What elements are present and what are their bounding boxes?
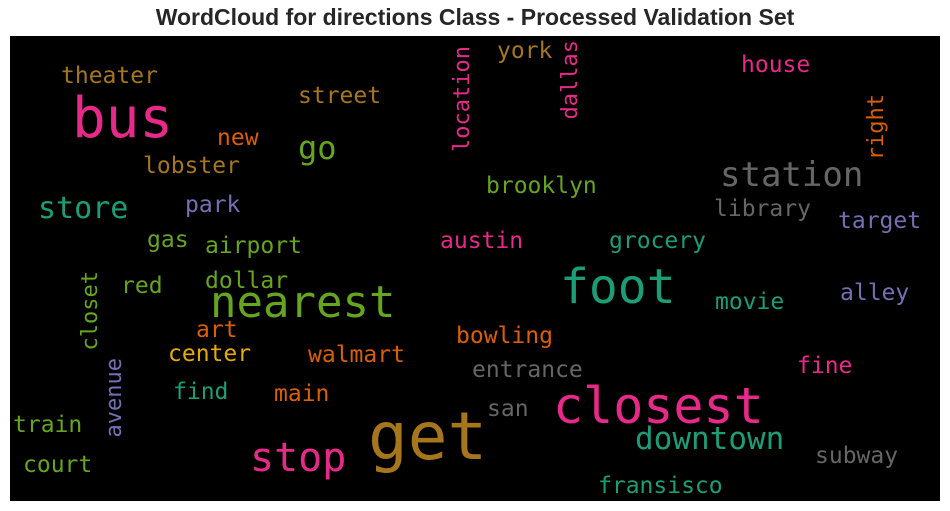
word-train: train bbox=[13, 412, 83, 438]
word-new: new bbox=[217, 125, 259, 151]
word-target: target bbox=[838, 208, 922, 234]
chart-title: WordCloud for directions Class - Process… bbox=[155, 4, 795, 30]
word-airport: airport bbox=[205, 233, 302, 259]
word-library: library bbox=[714, 196, 811, 222]
word-grocery: grocery bbox=[609, 228, 706, 254]
word-house: house bbox=[741, 52, 811, 78]
word-dallas: dallas bbox=[558, 40, 583, 120]
word-red: red bbox=[121, 273, 163, 299]
word-store: store bbox=[38, 191, 129, 226]
word-alley: alley bbox=[840, 280, 910, 306]
word-nearest: nearest bbox=[210, 277, 396, 328]
word-brooklyn: brooklyn bbox=[486, 173, 597, 199]
word-closet: closet bbox=[78, 271, 103, 351]
word-find: find bbox=[173, 379, 229, 405]
word-art: art bbox=[196, 317, 238, 343]
word-park: park bbox=[185, 192, 241, 218]
word-york: york bbox=[497, 38, 553, 64]
word-main: main bbox=[274, 381, 330, 407]
word-closest: closest bbox=[553, 377, 764, 435]
word-center: center bbox=[168, 341, 252, 367]
word-austin: austin bbox=[440, 228, 524, 254]
word-fransisco: fransisco bbox=[598, 473, 723, 499]
word-subway: subway bbox=[815, 443, 899, 469]
word-go: go bbox=[298, 129, 337, 167]
word-dollar: dollar bbox=[205, 268, 289, 294]
wordcloud-canvas: get bus closest foot nearest stop station downt… bbox=[10, 36, 940, 501]
word-lobster: lobster bbox=[143, 153, 240, 179]
word-fine: fine bbox=[797, 353, 853, 379]
word-entrance: entrance bbox=[472, 357, 583, 383]
word-movie: movie bbox=[715, 289, 785, 315]
word-street: street bbox=[298, 83, 382, 109]
word-bowling: bowling bbox=[456, 323, 553, 349]
word-foot: foot bbox=[560, 259, 676, 315]
word-bus: bus bbox=[72, 86, 174, 151]
word-court: court bbox=[23, 452, 93, 478]
word-san: san bbox=[487, 396, 529, 422]
word-station: station bbox=[720, 155, 864, 195]
word-walmart: walmart bbox=[308, 342, 405, 368]
word-right: right bbox=[864, 94, 889, 161]
word-theater: theater bbox=[61, 63, 158, 89]
word-gas: gas bbox=[147, 227, 189, 253]
word-location: location bbox=[450, 46, 475, 152]
word-get: get bbox=[368, 398, 488, 475]
word-downtown: downtown bbox=[635, 421, 785, 457]
word-stop: stop bbox=[250, 435, 347, 481]
word-avenue: avenue bbox=[102, 358, 127, 438]
